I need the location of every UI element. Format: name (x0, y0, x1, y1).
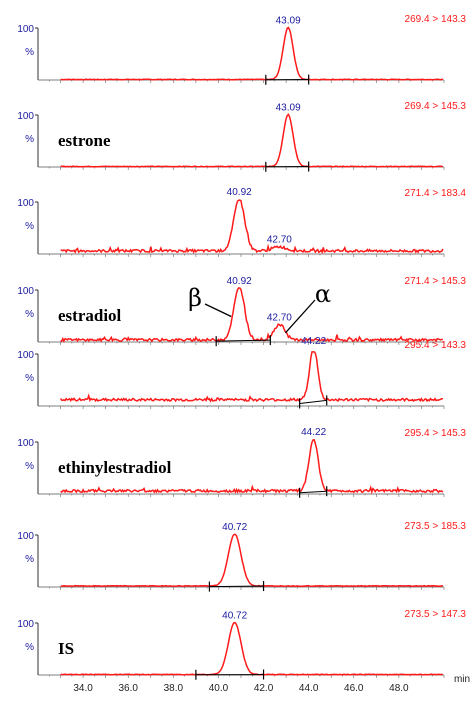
peak-label: 44.22 (301, 336, 326, 347)
chromatogram-trace (60, 439, 444, 495)
chromatogram-trace (60, 113, 444, 168)
isomer-pointer-line (204, 303, 232, 318)
peak-label: 40.72 (222, 522, 247, 533)
chromatogram-trace (60, 533, 443, 588)
transition-label: 271.4 > 145.3 (405, 276, 467, 287)
integration-baseline (216, 339, 271, 342)
y-tick-label-100: 100 (17, 111, 34, 122)
transition-label: 295.4 > 143.3 (405, 340, 467, 351)
y-tick-label-100: 100 (17, 619, 34, 630)
y-unit-label: % (25, 47, 34, 58)
peak-label: 42.70 (267, 235, 292, 246)
x-tick-label: 46.0 (344, 683, 364, 694)
transition-label: 269.4 > 143.3 (405, 14, 467, 25)
chromatogram-panel-4: 100% 40.92 42.70 271.4 > 145.3 estradiol β α (17, 276, 467, 347)
compound-label: estradiol (58, 306, 122, 325)
compound-label: ethinylestradiol (58, 458, 172, 477)
peak-label: 44.22 (301, 427, 326, 438)
y-tick-label-100: 100 (17, 531, 34, 542)
x-tick-label: 40.0 (209, 683, 229, 694)
peak-label: 43.09 (276, 15, 301, 26)
transition-label: 295.4 > 145.3 (405, 428, 467, 439)
y-unit-label: % (25, 554, 34, 565)
chromatogram-panel-2: 100% 43.09 269.4 > 145.3 estrone (17, 101, 466, 172)
transition-label: 269.4 > 145.3 (405, 101, 467, 112)
x-tick-label: 48.0 (389, 683, 409, 694)
peak-label: 40.72 (222, 610, 247, 621)
integration-baseline (299, 399, 327, 405)
isomer-pointer-line (284, 299, 316, 334)
x-axis-unit: min (454, 674, 470, 685)
isomer-label: α (315, 280, 331, 308)
chromatogram-panel-3: 100% 40.92 42.70 271.4 > 183.4 (17, 187, 466, 257)
x-tick-label: 44.0 (299, 683, 319, 694)
chromatogram-panel-7: 100% 40.72 273.5 > 185.3 (17, 521, 466, 592)
x-tick-label: 38.0 (164, 683, 184, 694)
compound-label: estrone (58, 131, 111, 150)
chromatogram-trace (60, 621, 444, 676)
peak-label: 42.70 (267, 312, 292, 323)
chromatogram-trace (60, 26, 443, 81)
y-unit-label: % (25, 221, 34, 232)
y-unit-label: % (25, 134, 34, 145)
transition-label: 271.4 > 183.4 (405, 188, 467, 199)
y-tick-label-100: 100 (17, 438, 34, 449)
y-tick-label-100: 100 (17, 24, 34, 35)
peak-label: 40.92 (227, 187, 252, 198)
y-unit-label: % (25, 642, 34, 653)
y-tick-label-100: 100 (17, 286, 34, 297)
compound-label: IS (58, 639, 74, 658)
transition-label: 273.5 > 147.3 (405, 609, 467, 620)
x-tick-label: 36.0 (118, 683, 138, 694)
integration-baseline (299, 490, 327, 494)
y-tick-label-100: 100 (17, 198, 34, 209)
y-tick-label-100: 100 (17, 350, 34, 361)
peak-label: 40.92 (227, 276, 252, 287)
y-unit-label: % (25, 461, 34, 472)
chromatogram-panel-1: 100% 43.09 269.4 > 143.3 (17, 14, 466, 85)
isomer-label: β (188, 284, 202, 312)
chromatogram-panel-5: 100% 44.22 295.4 > 143.3 (17, 336, 466, 409)
chromatogram-trace (59, 351, 443, 403)
chromatogram-trace (60, 287, 443, 343)
chromatogram-panel-6: 100% 44.22 295.4 > 145.3 ethinylestradiol (17, 427, 466, 498)
x-tick-label: 34.0 (73, 683, 93, 694)
integration-baseline (209, 585, 264, 588)
x-tick-label: 42.0 (254, 683, 274, 694)
y-unit-label: % (25, 309, 34, 320)
x-axis-labels: 34.0 36.0 38.0 40.0 42.0 44.0 46.0 48.0 min (73, 674, 470, 694)
transition-label: 273.5 > 185.3 (405, 521, 467, 532)
chromatogram-panel-8: 100% 40.72 273.5 > 147.3 IS (17, 609, 466, 680)
chromatogram-trace (60, 199, 444, 255)
y-unit-label: % (25, 373, 34, 384)
peak-label: 43.09 (276, 102, 301, 113)
